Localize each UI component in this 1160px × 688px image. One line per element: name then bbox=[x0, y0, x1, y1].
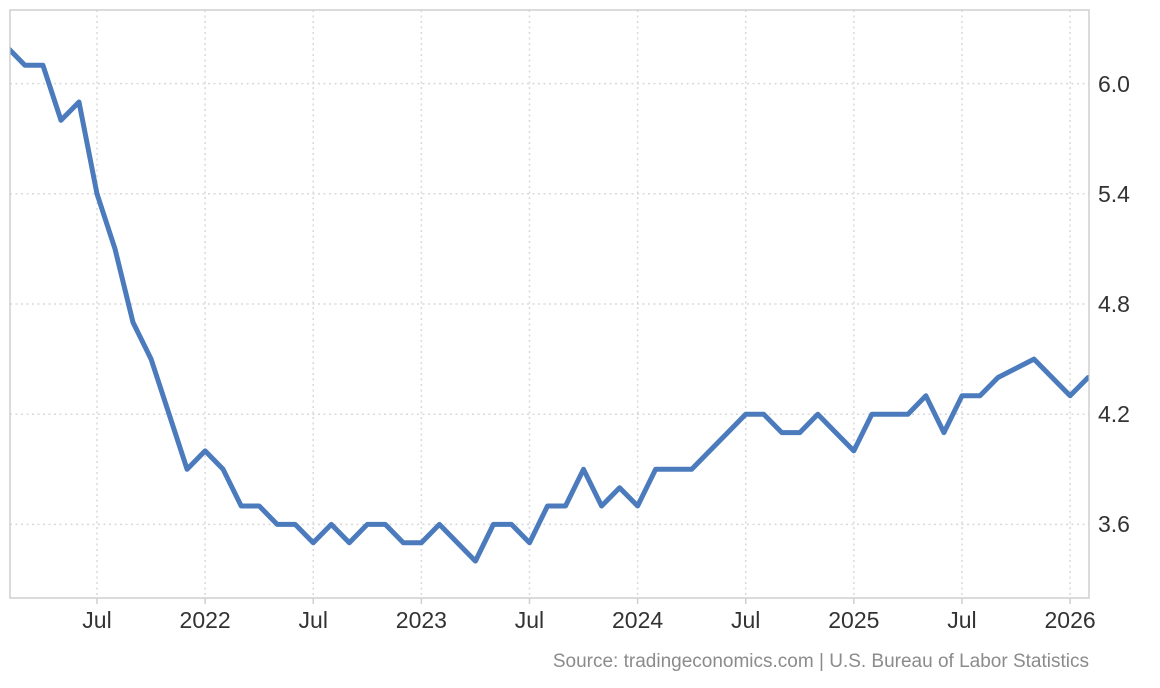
y-axis-tick-label: 6.0 bbox=[1098, 70, 1130, 97]
plot-border bbox=[9, 9, 1090, 599]
x-axis-tick-label: 2022 bbox=[179, 607, 231, 633]
x-axis-tick-label: Jul bbox=[514, 607, 545, 633]
y-axis-tick-label: 4.2 bbox=[1098, 401, 1130, 428]
y-axis-tick-label: 3.6 bbox=[1098, 511, 1130, 538]
x-axis-tick-label: 2023 bbox=[395, 607, 447, 633]
x-axis-tick-label: Jul bbox=[82, 607, 112, 633]
x-axis-tick-label: Jul bbox=[731, 607, 761, 633]
x-axis-tick-label: 2026 bbox=[1044, 607, 1096, 633]
y-axis-tick-label: 5.4 bbox=[1098, 180, 1130, 207]
source-text: Source: tradingeconomics.com | U.S. Bure… bbox=[552, 651, 1089, 672]
y-axis-tick-label: 4.8 bbox=[1098, 290, 1130, 317]
x-axis-tick-label: Jul bbox=[947, 607, 977, 633]
x-axis-tick-label: Jul bbox=[298, 607, 328, 633]
x-axis-tick-label: 2025 bbox=[828, 607, 880, 633]
unemployment-rate-line bbox=[10, 46, 1089, 564]
x-axis-tick-label: 2024 bbox=[612, 607, 664, 633]
